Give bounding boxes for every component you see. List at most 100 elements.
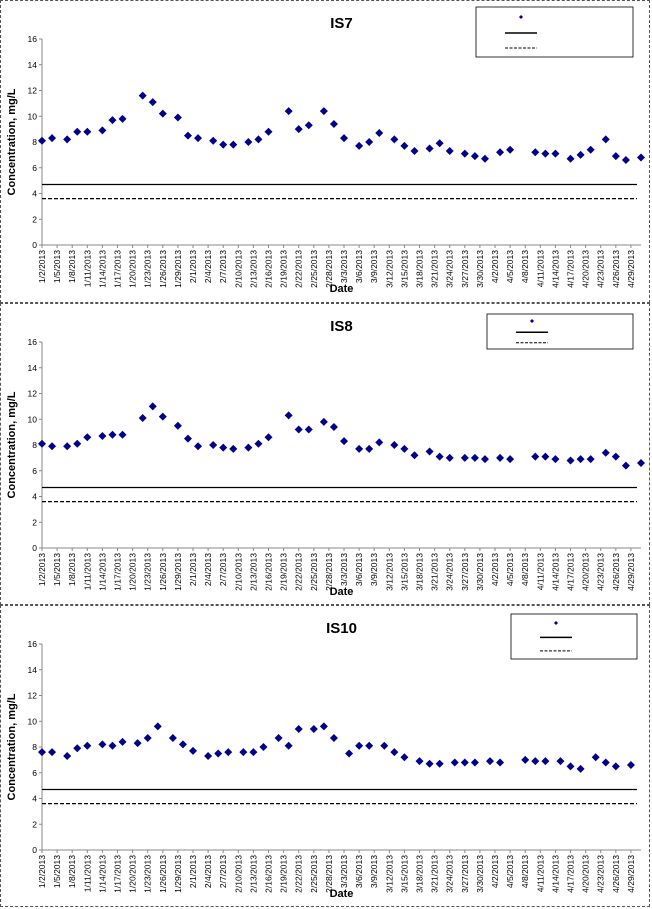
- data-point: [425, 447, 434, 456]
- data-point: [148, 402, 157, 411]
- chart-title: IS8: [330, 318, 353, 335]
- x-tick-label: 1/29/2013: [173, 553, 183, 591]
- x-tick-label: 4/5/2013: [505, 553, 515, 586]
- x-tick-label: 2/25/2013: [309, 855, 319, 893]
- data-point: [158, 412, 167, 421]
- data-point: [249, 748, 258, 757]
- data-point: [506, 145, 515, 154]
- data-point: [531, 452, 540, 461]
- x-tick-label: 3/12/2013: [384, 553, 394, 591]
- data-point: [450, 758, 459, 767]
- x-tick-label: 2/10/2013: [233, 855, 243, 893]
- x-tick-label: 1/20/2013: [128, 250, 138, 288]
- data-point: [586, 145, 595, 154]
- data-point: [178, 740, 187, 749]
- data-point: [274, 733, 283, 742]
- data-point: [400, 444, 409, 453]
- chart-is7: IS7 0 2 4 6 8 10 12 14 16 Concentration, mg/L 1/2/2…: [6, 6, 645, 295]
- data-point: [38, 748, 46, 757]
- data-point: [244, 443, 253, 452]
- x-tick-label: 4/29/2013: [626, 855, 636, 893]
- x-tick-label: 1/14/2013: [97, 855, 107, 893]
- x-tick-label: 3/9/2013: [369, 250, 379, 283]
- data-point: [118, 737, 127, 746]
- x-tick-label: 1/5/2013: [52, 855, 62, 888]
- y-tick-label: 10: [28, 716, 38, 726]
- data-point: [611, 762, 620, 771]
- y-tick-label: 14: [28, 60, 38, 70]
- data-point: [309, 724, 318, 733]
- data-point: [566, 456, 575, 465]
- data-point: [183, 131, 192, 140]
- y-tick-label: 14: [28, 665, 38, 675]
- data-point: [329, 733, 338, 742]
- y-tick-label: 14: [28, 363, 38, 373]
- data-point: [400, 753, 409, 762]
- x-tick-label: 1/23/2013: [143, 250, 153, 288]
- data-point: [214, 749, 223, 758]
- data-point: [390, 135, 399, 144]
- data-point: [355, 741, 364, 750]
- x-tick-label: 1/8/2013: [67, 855, 77, 888]
- x-tick-label: 3/21/2013: [430, 855, 440, 893]
- x-tick-label: 4/20/2013: [581, 855, 591, 893]
- data-point: [445, 453, 454, 462]
- chart-title: IS7: [330, 15, 353, 32]
- data-point: [576, 150, 585, 159]
- y-tick-label: 8: [32, 742, 37, 752]
- x-axis-label: Date: [330, 888, 354, 900]
- data-point: [340, 134, 349, 143]
- data-point: [435, 139, 444, 148]
- data-point: [506, 455, 515, 464]
- data-point: [304, 425, 313, 434]
- data-point: [138, 91, 147, 100]
- data-point: [244, 138, 253, 146]
- x-tick-label: 4/2/2013: [490, 855, 500, 888]
- data-point: [445, 147, 454, 156]
- y-axis-label: Concentration, mg/L: [6, 391, 18, 498]
- x-tick-label: 1/2/2013: [37, 855, 47, 888]
- data-point: [118, 430, 127, 439]
- x-tick-label: 1/26/2013: [158, 855, 168, 893]
- data-point: [611, 152, 620, 161]
- x-axis-label: Date: [330, 283, 354, 295]
- x-tick-label: 3/15/2013: [399, 553, 409, 591]
- data-point: [229, 140, 238, 149]
- data-point: [621, 461, 630, 470]
- data-point: [435, 452, 444, 461]
- x-tick-label: 4/17/2013: [566, 250, 576, 288]
- y-tick-label: 8: [32, 440, 37, 450]
- data-point: [48, 134, 57, 143]
- y-tick-label: 6: [32, 768, 37, 778]
- x-tick-label: 3/27/2013: [460, 855, 470, 893]
- data-point: [611, 452, 620, 461]
- data-point: [541, 149, 550, 158]
- data-point: [425, 144, 434, 153]
- data-point: [108, 430, 117, 439]
- x-tick-label: 4/5/2013: [505, 855, 515, 888]
- y-tick-label: 2: [32, 819, 37, 829]
- x-tick-label: 4/14/2013: [550, 250, 560, 288]
- x-tick-label: 2/22/2013: [294, 553, 304, 591]
- x-tick-label: 3/6/2013: [354, 250, 364, 283]
- data-point: [48, 748, 57, 757]
- x-tick-label: 2/22/2013: [294, 250, 304, 288]
- data-point: [375, 128, 384, 137]
- data-point: [98, 126, 107, 135]
- x-tick-label: 3/24/2013: [445, 553, 455, 591]
- x-tick-label: 4/8/2013: [520, 855, 530, 888]
- x-tick-label: 4/26/2013: [611, 250, 621, 288]
- x-tick-label: 3/21/2013: [430, 553, 440, 591]
- data-point: [63, 752, 72, 761]
- x-tick-label: 2/28/2013: [324, 855, 334, 893]
- data-point: [118, 114, 127, 123]
- data-point: [345, 749, 354, 758]
- x-tick-label: 1/14/2013: [97, 553, 107, 591]
- y-axis-label: Concentration, mg/L: [6, 88, 18, 195]
- data-point: [63, 135, 72, 144]
- data-point: [294, 724, 303, 733]
- x-tick-label: 2/1/2013: [188, 553, 198, 586]
- data-point: [425, 759, 434, 768]
- x-tick-label: 1/8/2013: [67, 553, 77, 586]
- y-tick-label: 6: [32, 466, 37, 476]
